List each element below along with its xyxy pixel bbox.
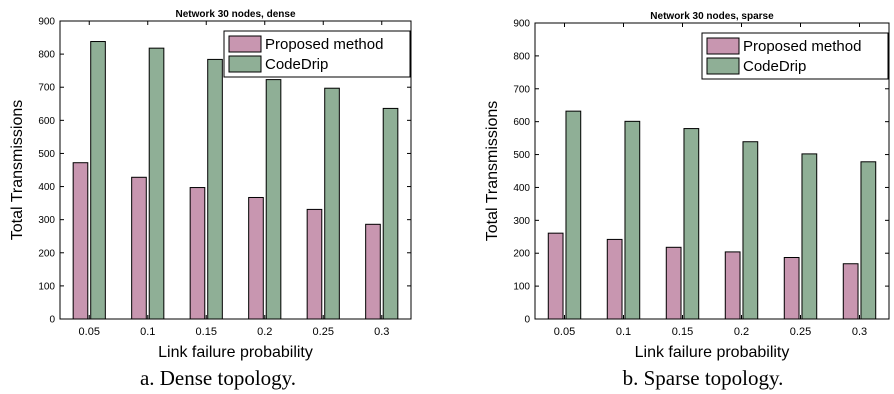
x-tick-label: 0.05 xyxy=(79,326,100,338)
x-axis-label: Link failure probability xyxy=(158,344,313,361)
y-tick-label: 600 xyxy=(38,116,55,127)
y-tick-label: 400 xyxy=(513,183,530,194)
bar-proposed xyxy=(365,223,381,320)
figure-caption: a. Dense topology. xyxy=(140,366,296,390)
y-tick-label: 0 xyxy=(49,315,55,326)
y-tick-label: 200 xyxy=(513,249,530,260)
y-tick-label: 200 xyxy=(38,248,55,259)
plot-frame xyxy=(59,20,412,320)
y-tick-label: 800 xyxy=(38,50,55,61)
bar-proposed xyxy=(724,251,741,320)
y-axis-label: Total Transmissions xyxy=(484,101,501,242)
bar-codedrip xyxy=(382,107,399,320)
y-tick-label: 100 xyxy=(513,282,530,293)
y-axis-label: Total Transmissions xyxy=(9,100,26,241)
bar-codedrip xyxy=(624,120,641,320)
y-tick-label: 300 xyxy=(38,215,55,226)
x-tick-label: 0.25 xyxy=(313,326,334,338)
legend-item-proposed-label: Proposed method xyxy=(743,38,861,55)
x-tick-label: 0.25 xyxy=(790,326,811,338)
x-tick-label: 0.1 xyxy=(140,326,155,338)
figure-caption: b. Sparse topology. xyxy=(623,366,784,390)
legend-item-codedrip-swatch xyxy=(706,57,740,75)
legend-item-codedrip-label: CodeDrip xyxy=(265,56,328,73)
plot-frame xyxy=(534,22,890,320)
y-tick-label: 300 xyxy=(513,216,530,227)
legend-item-proposed-swatch xyxy=(706,37,740,55)
bar-codedrip xyxy=(148,47,165,320)
legend-item-codedrip-swatch xyxy=(228,55,262,73)
bar-codedrip xyxy=(860,161,877,320)
bar-proposed xyxy=(131,176,147,320)
x-tick-label: 0.2 xyxy=(257,326,272,338)
legend-item-proposed-swatch xyxy=(228,35,262,53)
y-tick-label: 800 xyxy=(513,51,530,62)
bar-codedrip xyxy=(742,141,759,320)
bar-proposed xyxy=(842,263,859,320)
bar-codedrip xyxy=(265,79,282,320)
x-axis-label: Link failure probability xyxy=(635,344,790,361)
legend-item-proposed-label: Proposed method xyxy=(265,36,383,53)
y-tick-label: 600 xyxy=(513,117,530,128)
chart-sparse: 0 100 200 300 400 500 600 700 800 900 0.05 0.1 0.15 0… xyxy=(484,11,890,390)
bar-codedrip xyxy=(90,41,106,320)
y-tick-label: 900 xyxy=(513,19,530,30)
y-tick-label: 700 xyxy=(513,84,530,95)
bar-proposed xyxy=(783,256,800,320)
bar-codedrip xyxy=(207,58,223,320)
bar-proposed xyxy=(665,246,682,320)
legend-item-codedrip-label: CodeDrip xyxy=(743,58,806,75)
bar-proposed xyxy=(189,187,206,320)
y-tick-label: 900 xyxy=(38,17,55,28)
bar-proposed xyxy=(248,196,264,320)
bar-codedrip xyxy=(683,128,700,320)
chart-title: Network 30 nodes, dense xyxy=(175,9,295,20)
x-tick-label: 0.3 xyxy=(374,326,389,338)
bar-proposed xyxy=(547,232,564,320)
x-tick-label: 0.15 xyxy=(196,326,217,338)
bar-proposed xyxy=(72,162,89,320)
x-tick-label: 0.2 xyxy=(734,326,749,338)
y-tick-label: 0 xyxy=(524,315,530,326)
y-tick-label: 400 xyxy=(38,182,55,193)
bar-codedrip xyxy=(565,110,582,320)
x-tick-label: 0.3 xyxy=(852,326,867,338)
chart-title: Network 30 nodes, sparse xyxy=(650,11,774,22)
y-tick-label: 100 xyxy=(38,281,55,292)
bar-proposed xyxy=(306,208,323,320)
chart-dense: 0 100 200 300 400 500 600 700 800 900 0.05 0.1 0.15 0… xyxy=(9,9,412,390)
x-tick-label: 0.1 xyxy=(616,326,631,338)
x-tick-label: 0.05 xyxy=(554,326,575,338)
y-tick-label: 500 xyxy=(513,150,530,161)
bar-codedrip xyxy=(801,153,818,320)
bar-proposed xyxy=(606,238,623,320)
bar-codedrip xyxy=(324,87,340,320)
y-tick-label: 700 xyxy=(38,83,55,94)
x-tick-label: 0.15 xyxy=(672,326,693,338)
y-tick-label: 500 xyxy=(38,149,55,160)
